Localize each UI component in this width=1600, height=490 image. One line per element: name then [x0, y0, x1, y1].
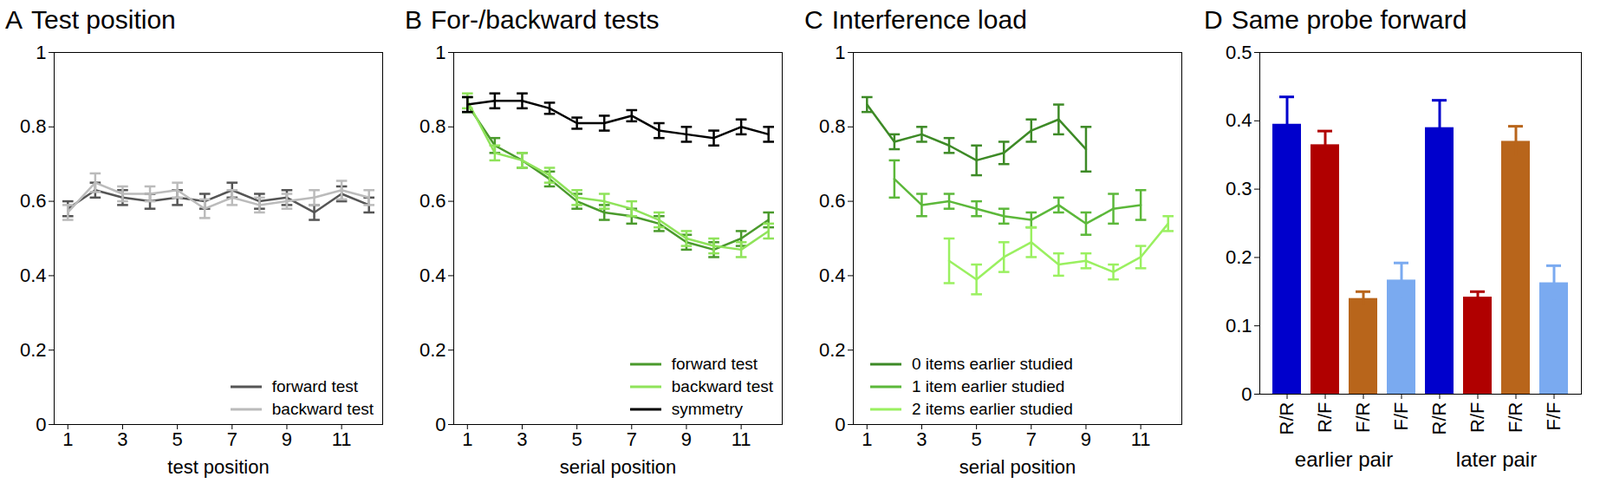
svg-text:7: 7	[626, 428, 638, 450]
svg-text:0.4: 0.4	[819, 264, 846, 287]
html-text:forward test: forward test	[271, 377, 358, 396]
svg-text:F/R: F/R	[1352, 402, 1374, 433]
svg-text:11: 11	[731, 428, 752, 450]
svg-text:9: 9	[681, 428, 692, 450]
svg-text:0.6: 0.6	[19, 189, 47, 212]
svg-text:0: 0	[35, 413, 46, 436]
svg-text:3: 3	[117, 428, 128, 450]
svg-text:7: 7	[227, 428, 238, 450]
html-text:later pair: later pair	[1455, 447, 1537, 471]
html-text:D Same probe forward: D Same probe forward	[1203, 5, 1467, 34]
svg-text:serial position: serial position	[959, 455, 1077, 478]
svg-text:0: 0	[1241, 383, 1252, 405]
svg-text:1: 1	[35, 41, 46, 64]
svg-text:0.8: 0.8	[19, 115, 47, 137]
html-text:backward test: backward test	[671, 377, 774, 396]
svg-text:F/F: F/F	[1390, 402, 1412, 431]
svg-text:0.2: 0.2	[819, 338, 846, 361]
svg-text:0: 0	[834, 413, 846, 436]
svg-text:3: 3	[516, 428, 527, 450]
html-text:A Test position: A Test position	[5, 5, 176, 34]
svg-text:serial position: serial position	[559, 455, 677, 478]
svg-text:0.3: 0.3	[1225, 177, 1253, 200]
svg-text:5: 5	[971, 428, 983, 450]
html-text:1 item earlier studied: 1 item earlier studied	[911, 377, 1065, 396]
html-text:C Interference load: C Interference load	[804, 5, 1027, 34]
svg-text:11: 11	[331, 428, 352, 450]
svg-text:11: 11	[1131, 428, 1152, 450]
html-text:0 items earlier studied: 0 items earlier studied	[911, 354, 1073, 373]
svg-text:R/F: R/F	[1466, 402, 1489, 433]
svg-text:7: 7	[1026, 428, 1037, 450]
svg-text:F/F: F/F	[1542, 402, 1565, 431]
svg-text:test position: test position	[167, 455, 269, 478]
svg-text:0.5: 0.5	[1225, 41, 1253, 64]
html-text:backward test: backward test	[271, 399, 374, 418]
svg-text:0.4: 0.4	[419, 264, 447, 287]
svg-text:R/F: R/F	[1313, 402, 1336, 433]
svg-text:9: 9	[281, 428, 293, 450]
html-text:2 items earlier studied: 2 items earlier studied	[911, 399, 1073, 418]
svg-text:1: 1	[461, 428, 473, 450]
svg-text:0.2: 0.2	[419, 338, 447, 361]
svg-text:0.6: 0.6	[419, 189, 447, 212]
svg-text:R/R: R/R	[1428, 402, 1451, 436]
svg-text:1: 1	[62, 428, 73, 450]
svg-text:0: 0	[435, 413, 446, 436]
svg-text:0.1: 0.1	[1225, 314, 1253, 337]
html-text:symmetry: symmetry	[671, 399, 743, 418]
svg-text:3: 3	[916, 428, 927, 450]
svg-text:0.2: 0.2	[1225, 246, 1253, 268]
svg-text:0.8: 0.8	[419, 115, 447, 137]
svg-text:0.2: 0.2	[19, 338, 47, 361]
svg-text:5: 5	[172, 428, 183, 450]
svg-text:F/R: F/R	[1504, 402, 1527, 433]
svg-text:0.4: 0.4	[19, 264, 47, 287]
svg-text:0.8: 0.8	[819, 115, 846, 137]
svg-text:R/R: R/R	[1275, 402, 1298, 436]
svg-text:5: 5	[572, 428, 583, 450]
svg-text:1: 1	[834, 41, 846, 64]
svg-text:0.6: 0.6	[819, 189, 846, 212]
svg-text:1: 1	[435, 41, 446, 64]
svg-text:9: 9	[1080, 428, 1092, 450]
svg-text:1: 1	[861, 428, 872, 450]
svg-text:0.4: 0.4	[1225, 109, 1253, 131]
html-text:B For-/backward tests: B For-/backward tests	[404, 5, 660, 34]
html-text:earlier pair: earlier pair	[1294, 447, 1394, 471]
html-text:forward test: forward test	[671, 354, 758, 373]
